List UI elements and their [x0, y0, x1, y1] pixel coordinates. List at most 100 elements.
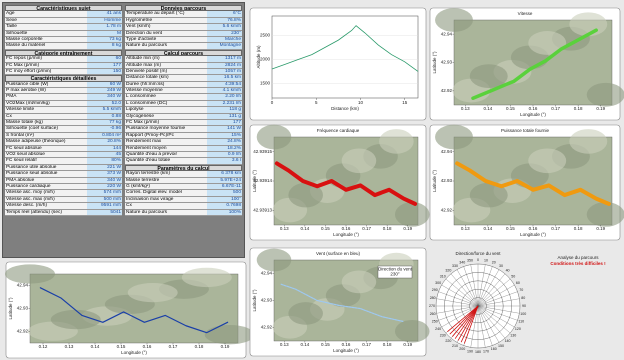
row-label: Dénivelé positif (m)	[125, 68, 207, 76]
table-row: Rendement moyen 18.2%	[125, 145, 242, 152]
table-row: Masse terrestre 5.97E+24	[125, 177, 242, 184]
table-row: Age 41 ans	[5, 11, 122, 18]
x-tick-label: 0.13	[461, 226, 470, 231]
table-row: Dénivelé positif (m) 1057 m	[125, 68, 242, 76]
terrain-relief	[272, 315, 308, 339]
row-value: 0.88	[87, 113, 122, 121]
row-label: Puissance utile absolue	[5, 164, 87, 172]
row-value: 150	[87, 68, 122, 76]
x-tick-label: 0.14	[483, 106, 492, 111]
y-tick-label: 42.94	[261, 271, 273, 276]
panel	[429, 124, 621, 241]
row-label: PMA absolue	[5, 177, 87, 184]
terrain-relief	[325, 163, 361, 189]
row-label: Glycogénèse	[125, 113, 207, 121]
polar-spoke	[477, 305, 500, 343]
polar-angle-label: 290	[432, 288, 438, 292]
table-row: Puissance cardiaque 220 W	[5, 183, 122, 191]
polar-spoke	[477, 298, 520, 307]
table-row: Vitesse desc. (m/h) 9591 m/h	[5, 203, 122, 210]
polar-angle-label: 60	[516, 281, 520, 285]
terrain-relief	[341, 270, 377, 294]
x-axis-label: Longitude (°)	[333, 348, 359, 353]
table-row: G (kmf/kg²) 6.67E-11	[125, 183, 242, 191]
polar-angle-label: 30	[499, 264, 503, 268]
row-value: 0.7698	[207, 203, 242, 210]
track	[39, 287, 229, 334]
row-value: M	[87, 30, 122, 37]
table-row: FC seuil absolue 144	[5, 145, 122, 152]
polar-spoke	[441, 305, 479, 328]
y-axis-label: Latitude (°)	[432, 51, 437, 74]
row-value: Montagne	[207, 43, 242, 50]
polar-angle-label: 20	[492, 261, 496, 265]
row-value: 220 W	[87, 183, 122, 191]
table-row: Quantité d'eau totale 3.6 l	[125, 158, 242, 165]
table-row: Type d'activité Marche	[125, 36, 242, 44]
x-tick-label: 0.14	[300, 226, 309, 231]
polar-ring	[435, 263, 521, 349]
x-tick-label: 0.16	[342, 226, 351, 231]
x-tick-label: 0.19	[403, 342, 412, 347]
terrain-relief	[586, 202, 624, 227]
row-value: 4.1 km/h	[207, 88, 242, 95]
terrain-relief	[493, 59, 532, 84]
table-row: Sexe Homme	[5, 17, 122, 25]
row-label: Masse corporelle	[5, 36, 87, 44]
y-tick-label: 42.93	[261, 298, 273, 303]
terrain-relief	[469, 64, 508, 88]
row-value: Marche	[207, 36, 242, 44]
table-row: Puissance seuil absolue 373 W	[5, 171, 122, 178]
terrain-relief	[551, 144, 590, 169]
x-tick-label: 0.19	[403, 226, 412, 231]
row-label: Sexe	[5, 17, 87, 25]
polar-spoke	[477, 305, 506, 339]
polar-angle-label: 0	[477, 258, 479, 262]
track	[274, 161, 418, 206]
wind-vector	[452, 305, 479, 337]
row-value: 5.6 km/h	[207, 24, 242, 31]
table-row: Masse adipeuse (théorique) 20.8%	[5, 139, 122, 146]
polar-angle-label: 140	[505, 339, 511, 343]
row-value: 77 kg	[87, 120, 122, 127]
polar-spoke	[470, 264, 479, 307]
polar-angle-label: 250	[432, 320, 438, 324]
row-value: 45	[87, 151, 122, 159]
row-value: 100%	[207, 209, 242, 216]
row-label: PMA	[5, 94, 87, 101]
row-label: Altitude min (m)	[125, 56, 207, 63]
row-value: 1.78 m	[87, 24, 122, 31]
x-tick-label: 10	[358, 100, 364, 105]
table-row: FC Max (p/min) 177	[125, 120, 242, 127]
row-label: Vitesse limite	[5, 107, 87, 114]
y-tick-label: 42.92	[261, 325, 273, 330]
polar-angle-label: 230	[440, 334, 446, 338]
polar-angle-label: 260	[430, 312, 436, 316]
row-label: S frontal (m²)	[5, 132, 87, 140]
table-row: Vitesse moyenne 4.1 km/h	[125, 88, 242, 95]
row-label: Rendement moyen	[125, 145, 207, 152]
polar-spoke	[445, 305, 479, 334]
polar-angle-label: 170	[483, 349, 489, 353]
table-row: Lipolyse 118 g	[125, 107, 242, 114]
row-label: Rendement max	[125, 139, 207, 146]
terrain-relief	[127, 282, 178, 303]
terrain-relief	[379, 129, 414, 154]
table-row: Distance totale (km) 16.5 km	[125, 75, 242, 82]
terrain-relief	[586, 82, 624, 107]
section-title: Caractéristiques détaillées	[5, 75, 122, 82]
table-row: FC repos (p/min) 60	[5, 56, 122, 63]
panel	[249, 7, 427, 121]
row-value: 5.5 km/h	[87, 107, 122, 114]
row-value: 144	[87, 145, 122, 152]
table-row: Silhouette M	[5, 30, 122, 37]
wind-vector	[463, 305, 479, 344]
table-row: Vitesse limite 5.5 km/h	[5, 107, 122, 114]
x-tick-label: 0.17	[362, 342, 371, 347]
x-axis-label: Longitude (°)	[520, 112, 546, 117]
y-tick-label: 2000	[260, 57, 271, 62]
terrain-relief	[569, 12, 608, 37]
polar-spoke	[477, 266, 493, 307]
row-label: Inclinaison max virage	[125, 196, 207, 204]
polar-spoke	[438, 305, 479, 321]
